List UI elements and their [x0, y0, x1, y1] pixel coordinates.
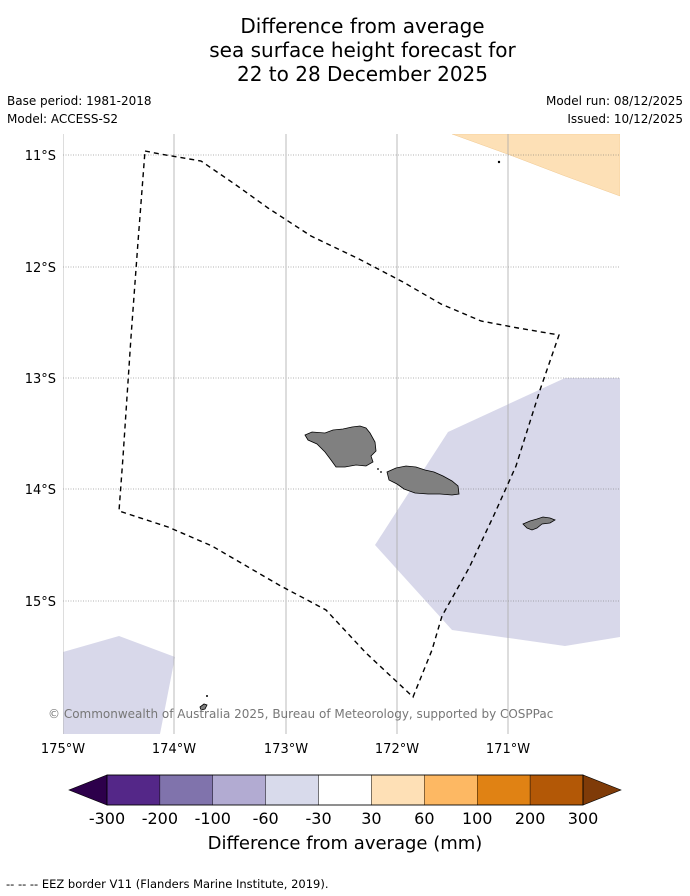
map-area[interactable] — [63, 134, 620, 734]
island-savaii[interactable] — [304, 425, 377, 468]
colorbar-tick-label: 200 — [515, 809, 546, 828]
lon-label-171w: 171°W — [486, 742, 530, 757]
longitude-gridlines — [63, 134, 509, 734]
latitude-labels: 11°S 12°S 13°S 14°S 15°S — [25, 149, 56, 610]
colorbar-segment — [212, 774, 266, 806]
title-line-3: 22 to 28 December 2025 — [236, 62, 488, 86]
latitude-gridlines — [63, 154, 620, 602]
model-run: Model run: 08/12/2025 — [545, 94, 683, 108]
colorbar-segment — [477, 774, 531, 806]
islet-south — [206, 695, 208, 697]
colorbar-segment — [371, 774, 425, 806]
colorbar-frame — [106, 774, 584, 806]
colorbar-tick-label: -30 — [305, 809, 331, 828]
colorbar-extend-low — [68, 774, 108, 806]
colorbar-segment — [265, 774, 319, 806]
colorbar — [68, 774, 622, 806]
colorbar-tick-label: -200 — [142, 809, 178, 828]
anomaly-region-negative-east — [375, 378, 620, 646]
lon-label-173w: 173°W — [264, 742, 308, 757]
island-small-south[interactable] — [199, 703, 208, 711]
lat-label-14s: 14°S — [25, 483, 56, 498]
anomaly-region-positive — [451, 134, 620, 197]
anomaly-region-negative-southwest — [63, 636, 175, 734]
colorbar-extend-high — [582, 774, 622, 806]
island-tutuila[interactable] — [522, 516, 556, 531]
colorbar-tick-label: -100 — [195, 809, 231, 828]
model-name: Model: ACCESS-S2 — [7, 112, 119, 126]
islet-northeast — [497, 160, 501, 164]
lon-label-174w: 174°W — [152, 742, 196, 757]
base-period: Base period: 1981-2018 — [7, 94, 152, 108]
colorbar-tick-label: -60 — [253, 809, 279, 828]
colorbar-tick-label: 30 — [361, 809, 381, 828]
colorbar-labels: -300 -200 -100 -60 -30 30 60 100 200 300 — [89, 809, 598, 828]
colorbar-tick-label: 100 — [462, 809, 493, 828]
colorbar-tick-label: -300 — [89, 809, 125, 828]
longitude-labels: 175°W 174°W 173°W 172°W 171°W — [41, 742, 530, 757]
colorbar-tick-label: 60 — [414, 809, 434, 828]
chart-title: Difference from average sea surface heig… — [0, 14, 690, 86]
colorbar-title: Difference from average (mm) — [207, 833, 483, 854]
lat-label-15s: 15°S — [25, 595, 56, 610]
colorbar-segment — [106, 774, 161, 806]
lat-label-11s: 11°S — [25, 149, 56, 164]
lat-label-13s: 13°S — [25, 372, 56, 387]
lon-label-172w: 172°W — [375, 742, 419, 757]
colorbar-segment — [424, 774, 478, 806]
title-line-2: sea surface height forecast for — [209, 38, 516, 62]
copyright-credit: © Commonwealth of Australia 2025, Bureau… — [48, 707, 554, 721]
colorbar-segment — [159, 774, 213, 806]
eez-border — [118, 150, 560, 699]
colorbar-segment — [529, 774, 584, 806]
issued-date: Issued: 10/12/2025 — [567, 112, 683, 126]
lon-label-175w: 175°W — [41, 742, 85, 757]
lat-label-12s: 12°S — [25, 261, 56, 276]
eez-legend-note: -- -- -- EEZ border V11 (Flanders Marine… — [6, 877, 329, 891]
title-line-1: Difference from average — [240, 14, 485, 38]
island-upolu[interactable] — [386, 465, 460, 496]
islets-apolima-manono — [377, 468, 382, 473]
colorbar-tick-label: 300 — [568, 809, 599, 828]
colorbar-segment — [318, 774, 372, 806]
